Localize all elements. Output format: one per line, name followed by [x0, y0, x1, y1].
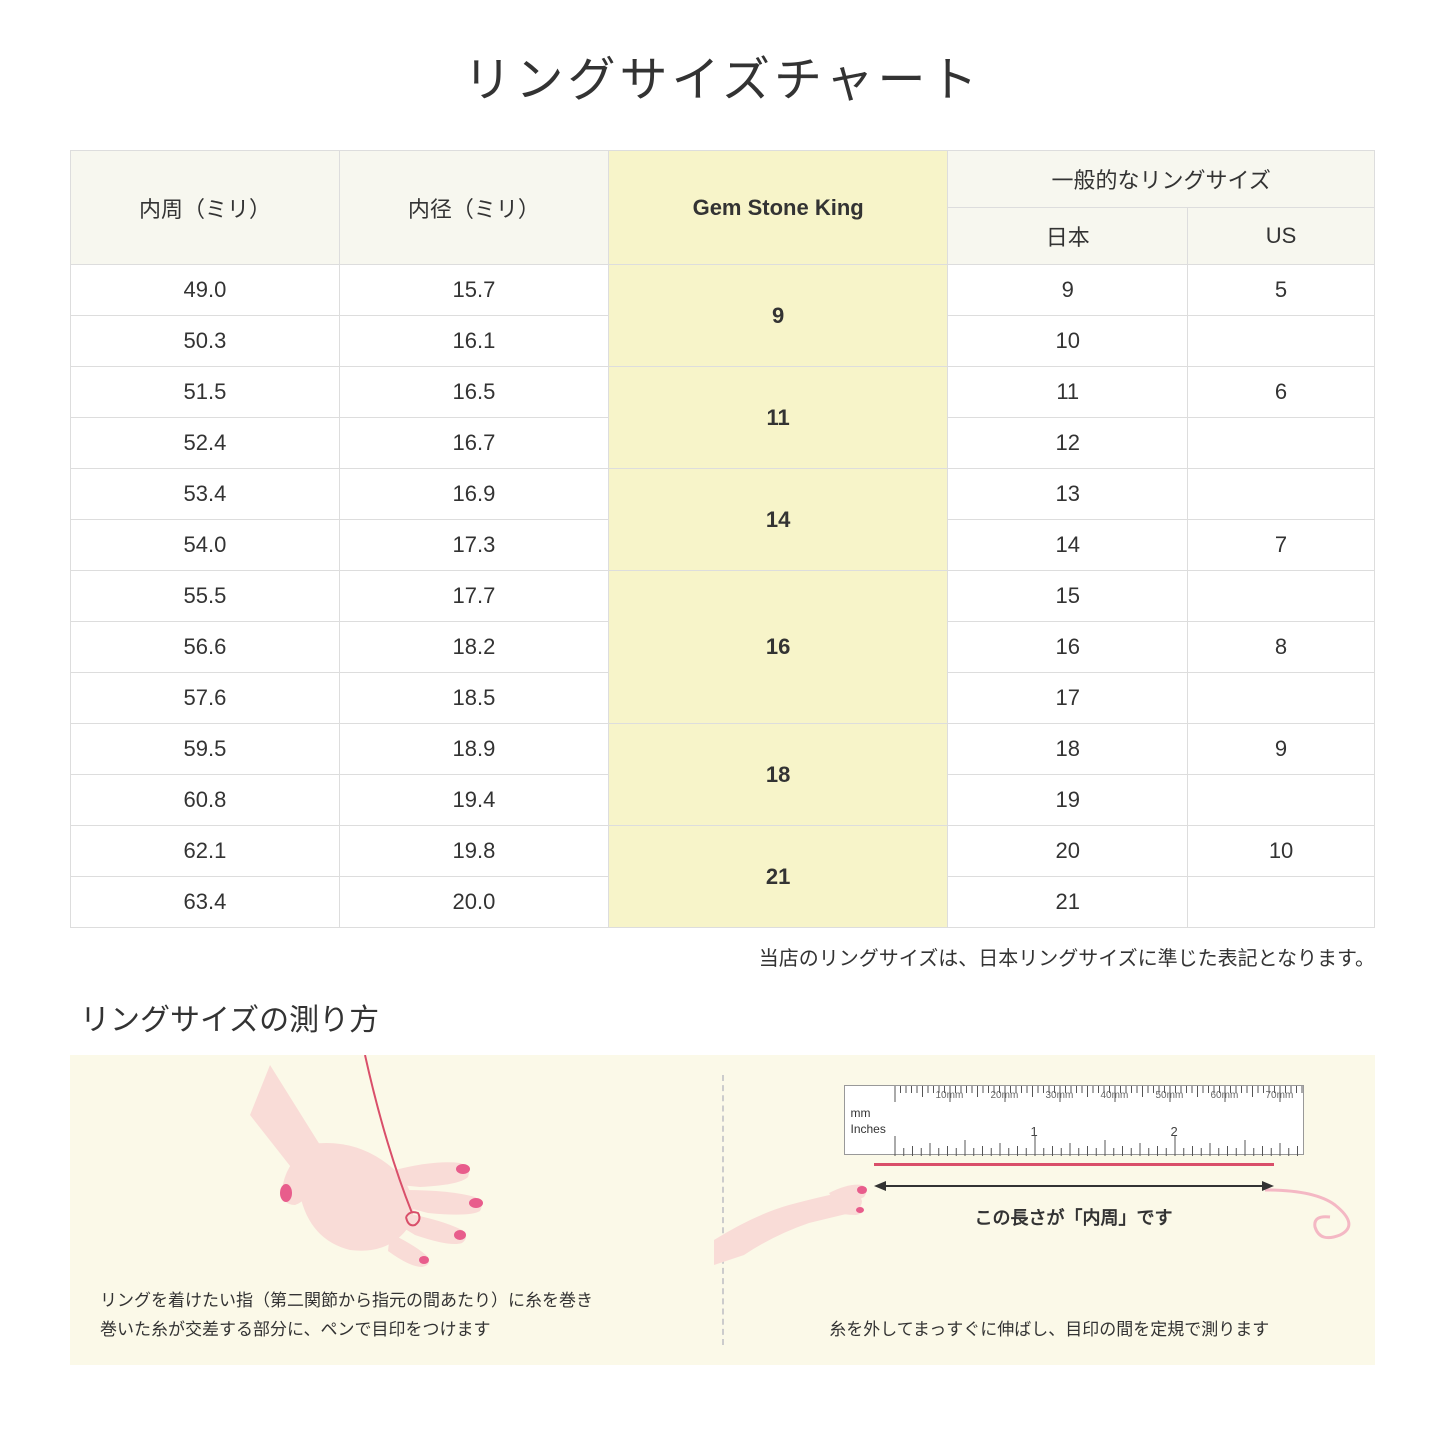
cell-us [1188, 469, 1375, 520]
table-row: 49.015.7995 [71, 265, 1375, 316]
ruler-mm-mark: 30mm [1046, 1090, 1074, 1101]
ruler-mm-mark: 60mm [1211, 1090, 1239, 1101]
cell-us: 8 [1188, 622, 1375, 673]
cell-japan: 15 [948, 571, 1188, 622]
cell-circumference: 59.5 [71, 724, 340, 775]
cell-diameter: 18.9 [339, 724, 608, 775]
table-row: 55.517.71615 [71, 571, 1375, 622]
cell-japan: 18 [948, 724, 1188, 775]
hand-holding-thread-illustration [714, 1145, 874, 1265]
cell-diameter: 16.7 [339, 418, 608, 469]
th-general: 一般的なリングサイズ [948, 151, 1375, 208]
cell-circumference: 60.8 [71, 775, 340, 826]
howto-step-1: リングを着けたい指（第二関節から指元の間あたり）に糸を巻き巻いた糸が交差する部分… [70, 1055, 722, 1365]
howto-step-2: mm Inches 10mm 20mm 30mm 40mm 50mm 60mm 70mm 1… [724, 1055, 1376, 1365]
cell-diameter: 16.9 [339, 469, 608, 520]
length-label: この長さが「内周」です [874, 1204, 1274, 1230]
cell-us [1188, 673, 1375, 724]
cell-diameter: 17.7 [339, 571, 608, 622]
cell-us [1188, 571, 1375, 622]
cell-us: 9 [1188, 724, 1375, 775]
hand-with-thread-illustration [210, 1055, 490, 1275]
th-japan: 日本 [948, 208, 1188, 265]
cell-gsk: 14 [608, 469, 948, 571]
ruler-mm-mark: 20mm [991, 1090, 1019, 1101]
table-row: 51.516.511116 [71, 367, 1375, 418]
cell-gsk: 21 [608, 826, 948, 928]
cell-circumference: 54.0 [71, 520, 340, 571]
measurement-arrow [874, 1178, 1274, 1194]
cell-diameter: 17.3 [339, 520, 608, 571]
ruler-mm-mark: 70mm [1266, 1090, 1294, 1101]
table-row: 62.119.8212010 [71, 826, 1375, 877]
cell-us: 5 [1188, 265, 1375, 316]
howto-step-2-text: 糸を外してまっすぐに伸ばし、目印の間を定規で測ります [754, 1316, 1346, 1345]
cell-diameter: 18.5 [339, 673, 608, 724]
page-title: リングサイズチャート [70, 40, 1375, 110]
cell-japan: 19 [948, 775, 1188, 826]
cell-circumference: 57.6 [71, 673, 340, 724]
cell-japan: 16 [948, 622, 1188, 673]
th-gsk: Gem Stone King [608, 151, 948, 265]
thread-swirl [1265, 1185, 1365, 1245]
ruler-inches-label: Inches [851, 1122, 886, 1136]
cell-circumference: 51.5 [71, 367, 340, 418]
cell-circumference: 53.4 [71, 469, 340, 520]
cell-japan: 9 [948, 265, 1188, 316]
table-row: 59.518.918189 [71, 724, 1375, 775]
cell-circumference: 55.5 [71, 571, 340, 622]
ruler-inch-mark: 2 [1171, 1124, 1178, 1139]
ruler-mm-mark: 10mm [936, 1090, 964, 1101]
cell-us: 6 [1188, 367, 1375, 418]
table-note: 当店のリングサイズは、日本リングサイズに準じた表記となります。 [70, 942, 1375, 971]
cell-circumference: 50.3 [71, 316, 340, 367]
table-row: 53.416.91413 [71, 469, 1375, 520]
ruler-illustration: mm Inches 10mm 20mm 30mm 40mm 50mm 60mm 70mm 1… [844, 1085, 1304, 1155]
cell-diameter: 19.4 [339, 775, 608, 826]
th-us: US [1188, 208, 1375, 265]
cell-circumference: 56.6 [71, 622, 340, 673]
ruler-mm-mark: 40mm [1101, 1090, 1129, 1101]
th-circumference: 内周（ミリ） [71, 151, 340, 265]
cell-circumference: 63.4 [71, 877, 340, 928]
howto-section: リングを着けたい指（第二関節から指元の間あたり）に糸を巻き巻いた糸が交差する部分… [70, 1055, 1375, 1365]
cell-circumference: 62.1 [71, 826, 340, 877]
cell-us [1188, 316, 1375, 367]
cell-diameter: 19.8 [339, 826, 608, 877]
cell-diameter: 16.5 [339, 367, 608, 418]
cell-gsk: 9 [608, 265, 948, 367]
cell-japan: 20 [948, 826, 1188, 877]
cell-us [1188, 877, 1375, 928]
cell-diameter: 15.7 [339, 265, 608, 316]
cell-japan: 14 [948, 520, 1188, 571]
cell-us [1188, 775, 1375, 826]
cell-gsk: 11 [608, 367, 948, 469]
cell-diameter: 16.1 [339, 316, 608, 367]
cell-us: 7 [1188, 520, 1375, 571]
howto-title: リングサイズの測り方 [80, 995, 1375, 1039]
ruler-mm-label: mm [851, 1106, 871, 1120]
cell-japan: 21 [948, 877, 1188, 928]
cell-us: 10 [1188, 826, 1375, 877]
cell-gsk: 18 [608, 724, 948, 826]
cell-japan: 13 [948, 469, 1188, 520]
cell-circumference: 49.0 [71, 265, 340, 316]
howto-step-1-text: リングを着けたい指（第二関節から指元の間あたり）に糸を巻き巻いた糸が交差する部分… [100, 1287, 692, 1345]
ring-size-table: 内周（ミリ） 内径（ミリ） Gem Stone King 一般的なリングサイズ … [70, 150, 1375, 928]
ruler-mm-mark: 50mm [1156, 1090, 1184, 1101]
cell-us [1188, 418, 1375, 469]
cell-japan: 17 [948, 673, 1188, 724]
th-diameter: 内径（ミリ） [339, 151, 608, 265]
thread-line [874, 1163, 1274, 1166]
cell-circumference: 52.4 [71, 418, 340, 469]
cell-diameter: 18.2 [339, 622, 608, 673]
cell-diameter: 20.0 [339, 877, 608, 928]
cell-japan: 12 [948, 418, 1188, 469]
ruler-inch-mark: 1 [1031, 1124, 1038, 1139]
cell-gsk: 16 [608, 571, 948, 724]
cell-japan: 10 [948, 316, 1188, 367]
cell-japan: 11 [948, 367, 1188, 418]
